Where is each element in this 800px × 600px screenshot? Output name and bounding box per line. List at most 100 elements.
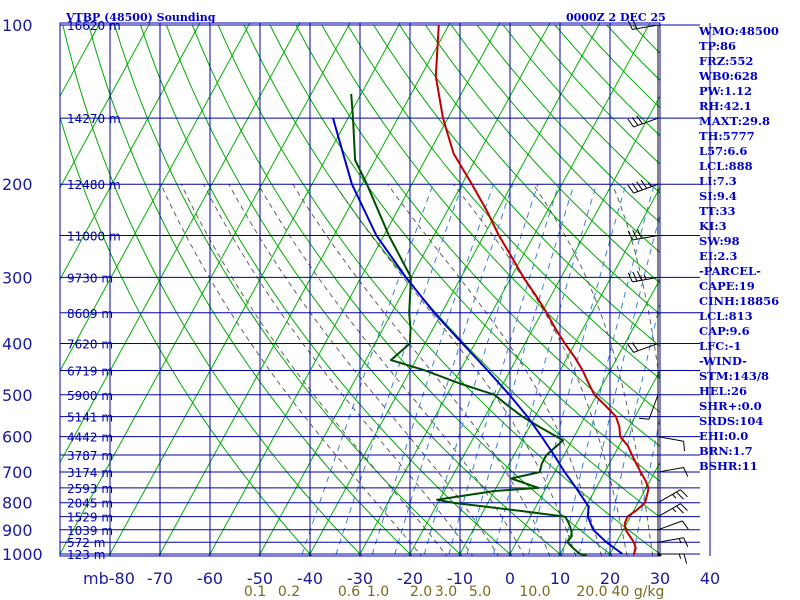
mixing-ratio-line xyxy=(371,184,494,556)
altitude-label: 572 m xyxy=(67,536,105,550)
index-value: TH:5777 xyxy=(699,129,755,143)
isotherm-line xyxy=(258,23,551,556)
mixing-ratio-line xyxy=(423,184,539,556)
altitude-label: 16620 m xyxy=(67,19,121,33)
isotherm-line xyxy=(60,23,201,281)
dry-adiabat-line xyxy=(165,24,564,556)
pressure-tick-label: 100 xyxy=(2,16,33,35)
altitude-label: 1529 m xyxy=(67,511,113,525)
altitude-label: 5900 m xyxy=(67,389,113,403)
temperature-tick-label: -60 xyxy=(197,569,223,588)
altitude-label: 3787 m xyxy=(67,449,113,463)
isotherm-line xyxy=(558,369,660,556)
index-value: SHR+:0.0 xyxy=(699,399,762,413)
isotherm-line xyxy=(508,278,660,556)
mixing-ratio-label: 3.0 xyxy=(435,584,457,600)
isotherm-line xyxy=(60,23,151,189)
mixing-ratio-line xyxy=(466,184,575,556)
temperature-tick-label: -30 xyxy=(347,569,373,588)
index-value: LFC:-1 xyxy=(699,339,741,353)
dry-adiabat-line xyxy=(450,24,660,254)
moist-adiabat-line xyxy=(334,183,577,556)
dry-adiabat-line xyxy=(295,24,660,447)
wind-barb xyxy=(658,553,688,564)
index-value: CINH:18856 xyxy=(699,294,779,308)
index-value: KI:3 xyxy=(699,219,727,233)
temperature-tick-label: -10 xyxy=(447,569,473,588)
index-value: SRDS:104 xyxy=(699,414,763,428)
dry-adiabat-line xyxy=(60,115,313,556)
pressure-tick-label: 200 xyxy=(2,175,33,194)
altitude-label: 7620 m xyxy=(67,337,113,351)
wind-barb xyxy=(657,537,689,548)
isotherm-line xyxy=(308,23,601,556)
temperature-profile-line xyxy=(434,24,650,556)
mixing-ratio-line xyxy=(578,212,660,556)
mixing-ratio-label: 0.6 xyxy=(338,584,360,600)
chart-title: VTBP (48500) Sounding xyxy=(65,11,216,24)
index-value: L57:6.6 xyxy=(699,144,747,158)
moist-adiabat-line xyxy=(532,183,654,556)
isotherm-line xyxy=(60,23,251,372)
altitude-label: 5141 m xyxy=(67,411,113,425)
dry-adiabat-line xyxy=(243,24,660,518)
altitude-label: 6719 m xyxy=(67,365,113,379)
wind-barb xyxy=(657,436,685,452)
pressure-tick-label: 900 xyxy=(2,521,33,540)
temperature-tick-label: 40 xyxy=(700,569,720,588)
altitude-label: 2045 m xyxy=(67,497,113,511)
mixing-ratio-label: 20.0 xyxy=(576,584,607,600)
mixing-ratio-label: 10.0 xyxy=(519,584,550,600)
mixing-ratio-line xyxy=(447,184,560,556)
temperature-tick-label: 30 xyxy=(650,569,670,588)
dewpoint-profile-line xyxy=(350,93,588,556)
wind-barb xyxy=(657,503,688,518)
wind-barbs xyxy=(627,19,689,564)
isotherm-line xyxy=(60,23,301,464)
index-value: BSHR:11 xyxy=(699,459,758,473)
index-value: PW:1.12 xyxy=(699,84,752,98)
isotherm-line xyxy=(408,95,660,556)
index-value: MAXT:29.8 xyxy=(699,114,770,128)
isotherm-line xyxy=(108,23,401,556)
index-value: WB0:628 xyxy=(698,69,758,83)
indices-panel: WMO:48500TP:86FRZ:552WB0:628PW:1.12RH:42… xyxy=(698,24,779,473)
index-value: LI:7.3 xyxy=(699,174,737,188)
moist-adiabat-line xyxy=(292,183,551,556)
temperature-tick-label: -20 xyxy=(397,569,423,588)
mixing-ratio-label: 0.2 xyxy=(278,584,300,600)
wind-barb xyxy=(627,19,659,30)
index-value: SI:9.4 xyxy=(699,189,737,203)
index-value: CAP:9.6 xyxy=(699,324,750,338)
wind-barb xyxy=(627,179,659,194)
grid xyxy=(59,22,711,557)
moist-adiabat-line xyxy=(453,183,628,556)
index-value: STM:143/8 xyxy=(699,369,769,383)
wind-barb xyxy=(657,520,689,531)
mixing-ratio-line xyxy=(632,416,660,556)
pressure-tick-label: 300 xyxy=(2,268,33,287)
moist-adiabat-line xyxy=(180,183,448,556)
isotherm-line xyxy=(158,23,451,556)
altitude-label: 123 m xyxy=(67,548,105,562)
pressure-tick-label: 700 xyxy=(2,463,33,482)
index-value: EI:2.3 xyxy=(699,249,737,263)
parcel-profile-line xyxy=(332,117,624,555)
chart-datetime: 0000Z 2 DEC 25 xyxy=(566,11,666,24)
temperature-tick-label: -70 xyxy=(147,569,173,588)
temperature-tick-label: 0 xyxy=(505,569,515,588)
altitude-label: 11000 m xyxy=(67,230,121,244)
pressure-tick-label: 600 xyxy=(2,428,33,447)
index-value: HEL:26 xyxy=(699,384,747,398)
surface-wind-marker xyxy=(658,552,662,556)
dry-adiabat-line xyxy=(399,24,660,315)
dry-adiabat-line xyxy=(347,24,660,380)
wind-barb xyxy=(657,467,689,477)
mixing-ratio-line xyxy=(393,184,514,556)
index-value: RH:42.1 xyxy=(699,99,752,113)
dry-adiabat-line xyxy=(424,24,660,284)
index-value: LCL:888 xyxy=(699,159,753,173)
isotherm-line xyxy=(608,461,660,556)
